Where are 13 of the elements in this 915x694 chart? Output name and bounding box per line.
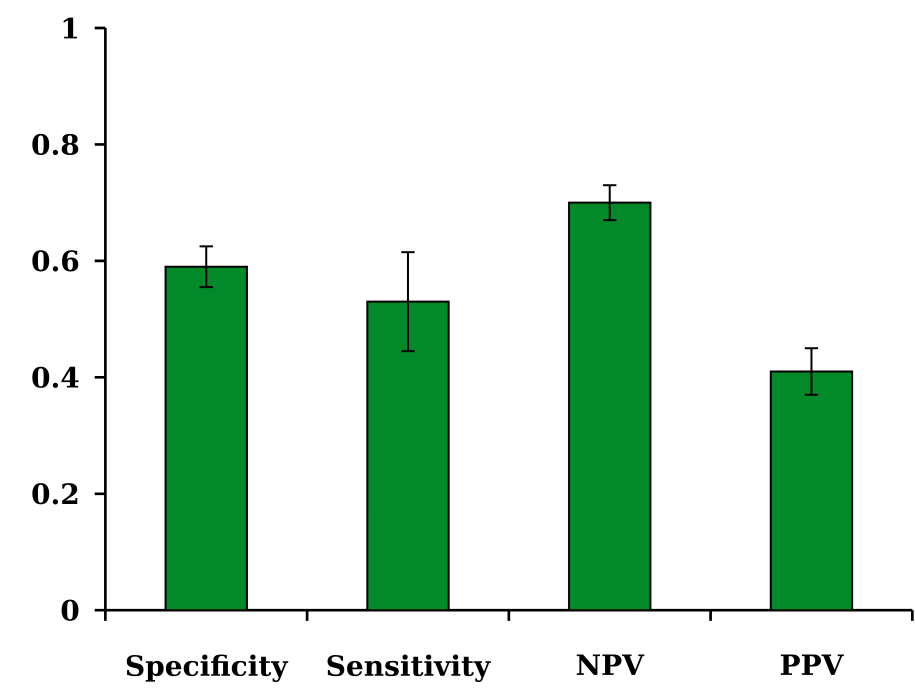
x-tick-label: PPV	[780, 654, 844, 675]
y-tick-label: 0	[62, 600, 78, 621]
bar	[366, 300, 450, 610]
x-tick-label: NPV	[576, 654, 644, 675]
y-tick-label: 1	[64, 17, 77, 38]
bar	[568, 202, 652, 610]
y-tick-label: 0.8	[32, 134, 78, 155]
y-tick-label: 0.4	[32, 366, 79, 388]
y-tick-label: 0.6	[32, 250, 78, 272]
x-tick-label: Sensitivity	[328, 654, 491, 682]
bar	[164, 266, 248, 610]
x-tick-label: Specificity	[126, 654, 288, 682]
y-tick-label: 0.2	[32, 483, 78, 504]
